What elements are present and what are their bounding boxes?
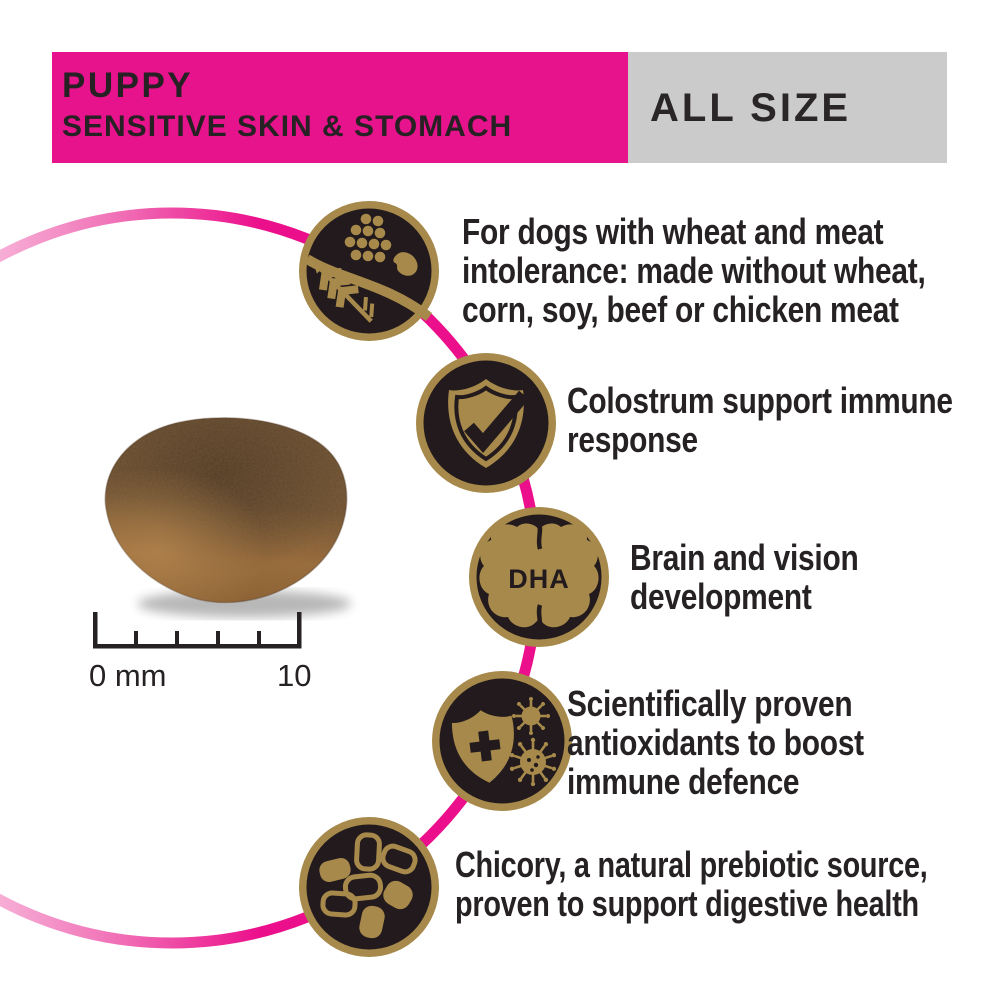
product-line-label: PUPPY [62,66,194,105]
ruler-end-label: 10 [277,658,311,693]
feature-text-line: Scientifically proven [567,683,853,724]
feature-text-line: immune defence [567,761,800,802]
feature-text-line: corn, soy, beef or chicken meat [462,289,899,330]
shield-checkmark-icon [416,353,556,493]
kibble-photo [104,417,352,618]
no-wheat-no-meat-icon [299,201,439,341]
feature-text-no-wheat: For dogs with wheat and meat intolerance… [462,212,926,329]
feature-text-line: intolerance: made without wheat, [462,250,926,291]
product-variant-label: SENSITIVE SKIN & STOMACH [62,110,513,143]
feature-text-line: proven to support digestive health [455,883,919,924]
feature-text-line: Chicory, a natural prebiotic source, [455,844,928,885]
feature-text-line: development [630,576,812,617]
dha-brain-icon: DHA [469,507,609,647]
feature-text-line: Brain and vision [630,537,859,578]
all-size-label: ALL SIZE [650,86,852,130]
feature-text-line: response [567,419,698,460]
feature-text-brain: Brain and vision development [630,537,859,617]
feature-text-line: For dogs with wheat and meat [462,211,884,252]
kibble-pieces-icon [299,817,439,957]
antioxidant-shield-microbes-icon [432,671,572,811]
feature-text-colostrum: Colostrum support immune response [567,381,953,459]
ruler-start-label: 0 mm [89,658,167,693]
feature-text-antioxidants: Scientifically proven antioxidants to bo… [567,684,864,801]
feature-text-line: antioxidants to boost [567,722,864,763]
feature-text-chicory: Chicory, a natural prebiotic source, pro… [455,845,928,923]
product-name-banner: PUPPY SENSITIVE SKIN & STOMACH [52,52,628,163]
size-banner: ALL SIZE [628,52,947,163]
size-ruler: 0 mm 10 [89,612,311,693]
dha-label: DHA [508,564,570,594]
feature-text-line: Colostrum support immune [567,380,953,421]
